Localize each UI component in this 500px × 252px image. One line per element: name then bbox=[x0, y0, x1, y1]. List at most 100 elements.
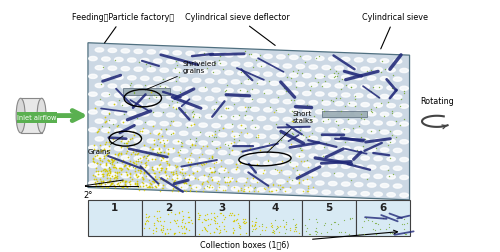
Circle shape bbox=[218, 61, 227, 66]
Point bbox=[162, 167, 170, 171]
Point bbox=[192, 189, 200, 193]
Point bbox=[200, 51, 207, 55]
Point bbox=[242, 180, 250, 184]
Point bbox=[234, 188, 241, 193]
Point bbox=[141, 221, 149, 225]
Point bbox=[110, 102, 118, 106]
Text: Grains: Grains bbox=[88, 136, 123, 155]
Point bbox=[335, 230, 343, 234]
Point bbox=[106, 170, 114, 174]
Point bbox=[280, 224, 288, 228]
Circle shape bbox=[394, 95, 402, 99]
Point bbox=[188, 87, 196, 91]
Point bbox=[146, 214, 154, 218]
Point bbox=[142, 163, 150, 167]
Point bbox=[134, 116, 141, 120]
Point bbox=[336, 132, 344, 136]
Point bbox=[180, 181, 188, 185]
Point bbox=[206, 183, 214, 187]
Point bbox=[153, 167, 161, 171]
Point bbox=[175, 153, 183, 157]
Point bbox=[304, 134, 312, 138]
Circle shape bbox=[206, 97, 214, 101]
Point bbox=[196, 232, 203, 236]
Point bbox=[127, 81, 135, 85]
Point bbox=[100, 169, 108, 173]
Point bbox=[96, 158, 104, 162]
Point bbox=[126, 171, 134, 175]
Point bbox=[268, 225, 276, 229]
Point bbox=[155, 175, 163, 179]
Point bbox=[176, 170, 184, 174]
Point bbox=[105, 180, 113, 184]
Point bbox=[212, 146, 220, 150]
Circle shape bbox=[335, 173, 344, 177]
Point bbox=[198, 182, 205, 186]
Point bbox=[146, 185, 154, 189]
Point bbox=[212, 160, 220, 164]
Point bbox=[270, 229, 278, 233]
Point bbox=[292, 79, 300, 83]
Point bbox=[261, 228, 269, 232]
Point bbox=[174, 139, 182, 143]
Point bbox=[372, 221, 380, 225]
Point bbox=[97, 178, 105, 182]
Point bbox=[196, 213, 203, 217]
Point bbox=[126, 83, 134, 87]
Point bbox=[318, 84, 326, 88]
Point bbox=[252, 227, 260, 231]
Point bbox=[142, 218, 150, 222]
Point bbox=[106, 176, 114, 180]
Text: Feeding（Particle factory）: Feeding（Particle factory） bbox=[72, 13, 174, 43]
Point bbox=[201, 218, 209, 222]
Point bbox=[274, 95, 282, 99]
Point bbox=[252, 220, 260, 224]
Point bbox=[250, 227, 258, 231]
Circle shape bbox=[361, 67, 370, 71]
Point bbox=[150, 180, 158, 184]
Point bbox=[100, 147, 108, 151]
Point bbox=[313, 230, 321, 234]
Circle shape bbox=[270, 135, 278, 139]
Circle shape bbox=[250, 161, 259, 165]
Point bbox=[178, 171, 186, 175]
Point bbox=[228, 148, 235, 152]
Circle shape bbox=[212, 177, 220, 181]
Point bbox=[358, 225, 366, 229]
Point bbox=[338, 109, 345, 113]
Point bbox=[102, 168, 110, 172]
Point bbox=[320, 79, 328, 83]
Point bbox=[102, 163, 110, 167]
Point bbox=[144, 219, 152, 224]
Point bbox=[328, 100, 336, 104]
Circle shape bbox=[238, 142, 246, 147]
Point bbox=[400, 222, 408, 226]
Point bbox=[110, 165, 118, 169]
Point bbox=[355, 232, 363, 236]
Point bbox=[295, 172, 303, 176]
Point bbox=[238, 130, 246, 134]
Point bbox=[199, 189, 207, 193]
Point bbox=[258, 222, 266, 226]
Point bbox=[278, 159, 286, 163]
Point bbox=[226, 211, 234, 215]
Point bbox=[319, 154, 327, 158]
Point bbox=[104, 158, 112, 162]
Point bbox=[184, 215, 192, 219]
Point bbox=[128, 165, 136, 169]
Circle shape bbox=[121, 49, 130, 53]
Point bbox=[294, 68, 302, 72]
Point bbox=[172, 66, 179, 70]
Point bbox=[298, 71, 306, 75]
Circle shape bbox=[244, 134, 252, 138]
Ellipse shape bbox=[16, 98, 25, 133]
Point bbox=[192, 185, 200, 189]
Circle shape bbox=[374, 156, 382, 161]
Point bbox=[286, 226, 294, 230]
Point bbox=[264, 184, 272, 188]
Circle shape bbox=[232, 187, 240, 191]
Point bbox=[157, 158, 165, 162]
Circle shape bbox=[232, 115, 240, 119]
Point bbox=[94, 129, 102, 133]
Point bbox=[94, 153, 102, 158]
